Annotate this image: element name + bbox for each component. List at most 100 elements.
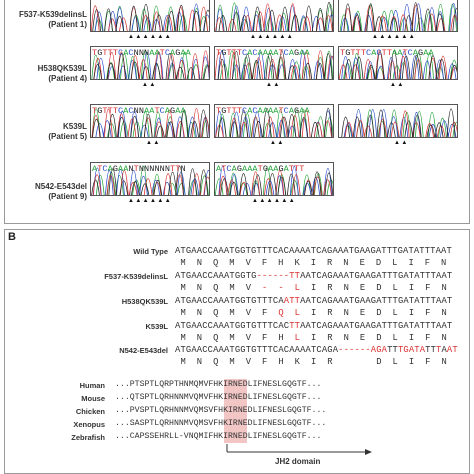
mutation-markers: ▲▲▲▲▲▲: [372, 34, 417, 40]
trace-line: [343, 109, 457, 137]
mutation-markers: ▲▲: [266, 82, 281, 88]
chromatogram-r4-c2: ATCAGAAATGAAGATTT: [214, 162, 334, 196]
trace-line: [341, 108, 456, 137]
mutation-markers: ▲▲▲▲▲▲: [252, 198, 297, 204]
trace-line: [339, 50, 457, 79]
trace-line: [91, 5, 208, 31]
trace-line: [91, 49, 209, 79]
domain-bracket: [226, 444, 372, 455]
chromatogram-r3-c2: TGTTTCACAAAATCAGAA: [214, 104, 334, 138]
mutation-markers: ▲▲: [142, 82, 157, 88]
species-human: Human: [79, 381, 105, 390]
species-sequence: ...PTSPTLQRPTHNMQMVFHKIRNEDLIFNESLGQGTF.…: [115, 380, 322, 389]
species-mouse: Mouse: [81, 394, 105, 403]
species-xenopus: Xenopus: [73, 420, 105, 429]
chromatogram-r2-c2: TGTTTCACAAAATCAGAA: [214, 46, 334, 80]
dna-sequence: ATGAACCAAATGGTGTTTCAATTAATCAGAAATGAAGATT…: [175, 296, 453, 306]
trace-line: [91, 108, 209, 137]
chromatogram-r1-c2: [214, 0, 334, 32]
trace-line: [217, 50, 333, 79]
trace-line: [218, 1, 333, 31]
amino-acid-sequence: M N Q M V - - L I R N E D L I F N: [180, 283, 447, 293]
trace-line: [93, 167, 209, 195]
trace-line: [215, 109, 332, 137]
trace-line: [344, 110, 457, 137]
trace-line: [218, 165, 333, 195]
trace-line: [215, 2, 333, 31]
mutation-markers: ▲▲: [394, 140, 409, 146]
mutation-markers: ▲▲: [146, 140, 161, 146]
trace-line: [93, 53, 209, 79]
chromatogram-r4-c1: ATCAGAANTNNNNNNTTN: [90, 162, 210, 196]
base-calls: TGTTTCACNNNAATCAGAA: [92, 48, 191, 58]
dna-sequence: ATGAACCAAATGGTGTTTCACAAAATCAGAAATGAAGATT…: [175, 246, 452, 256]
trace-line: [94, 3, 209, 31]
amino-acid-sequence: M N Q M V F Q L I R N E D L I F N: [180, 308, 447, 318]
row-label-mutation: H538QK539L: [37, 64, 87, 73]
panel-a: [4, 0, 470, 224]
trace-line: [220, 50, 333, 79]
mutation-markers: ▲▲: [270, 140, 285, 146]
base-calls: TGTTTCACAAAATCAGAA: [216, 106, 310, 116]
species-sequence: ...CAPSSEHRLL-VNQMIFHKIRNEDLIFNESLGQGTF.…: [115, 432, 322, 441]
alignment-label-h538: H538QK539L: [121, 297, 168, 306]
mutation-markers: ▲▲▲▲▲▲: [128, 34, 173, 40]
dna-sequence: ATGAACCAAATGGTGTTTCACTTAATCAGAAATGAAGATT…: [175, 321, 453, 331]
chromatogram-r1-c1: [90, 0, 210, 32]
trace-line: [217, 107, 333, 137]
base-calls: ATCAGAAATGAAGATTT: [216, 164, 305, 174]
species-sequence: ...PVSPTLQRHNNMVQMSVFHKIRNEDLIFNESLGQGTF…: [115, 406, 327, 415]
alignment-label-k539l: K539L: [145, 322, 168, 331]
trace-line: [93, 50, 209, 79]
trace-line: [91, 165, 208, 195]
mutation-markers: ▲▲▲▲▲▲: [128, 198, 173, 204]
base-calls: TGTTTCACAAAATCAGAA: [216, 48, 310, 58]
alignment-label-n542: N542-E543del: [119, 346, 168, 355]
trace-line: [218, 170, 332, 195]
trace-line: [217, 109, 333, 137]
trace-line: [340, 3, 457, 31]
trace-line: [343, 2, 457, 31]
species-sequence: ...SASPTLQRHNNMVQMSVFHKIRNEDLIFNESLGQGTF…: [115, 419, 327, 428]
row-label-patient-1: F537-K539delinsL (Patient 1): [1, 10, 87, 30]
row-label-patient: (Patient 1): [48, 20, 87, 29]
mutation-markers: ▲▲: [390, 82, 405, 88]
species-sequence: ...QTSPTLQRHNNMVQMVFHKIRNEDLIFNESLGQGTF.…: [115, 393, 322, 402]
trace-line: [215, 5, 333, 31]
alignment-label-wild-type: Wild Type: [133, 247, 168, 256]
row-label-patient: (Patient 5): [48, 132, 87, 141]
species-zebrafish: Zebrafish: [71, 433, 105, 442]
chromatogram-r3-c1: TGTTTCACNNAATCAGAA: [90, 104, 210, 138]
trace-line: [220, 171, 333, 195]
row-label-patient: (Patient 9): [48, 192, 87, 201]
dna-sequence: ATGAACCAAATGGTG------TTAATCAGAAATGAAGATT…: [175, 271, 453, 281]
trace-line: [341, 51, 457, 79]
trace-line: [95, 110, 209, 137]
row-label-mutation: N542-E543del: [34, 182, 87, 191]
chromatogram-r2-c3: TGTTTCACTTAATCAGAA: [338, 46, 458, 80]
row-label-patient-4: H538QK539L (Patient 4): [1, 64, 87, 84]
alignment-label-f537: F537-K539delinsL: [104, 272, 168, 281]
trace-line: [339, 4, 457, 31]
dna-sequence: ATGAACCAAATGGTGTTTCACAAAATCAGA------AGAT…: [175, 345, 458, 355]
chromatogram-r2-c1: TGTTTCACNNNAATCAGAA: [90, 46, 210, 80]
amino-acid-sequence: M N Q M V F H L I R N E D L I F N: [180, 333, 447, 343]
row-label-patient-5: K539L (Patient 5): [1, 122, 87, 142]
amino-acid-sequence: M N Q M V F H K I R D L I F N: [180, 357, 447, 367]
mutation-markers: ▲▲▲▲▲▲: [250, 34, 295, 40]
trace-line: [343, 52, 457, 79]
trace-line: [92, 109, 208, 137]
trace-line: [344, 50, 457, 79]
trace-line: [92, 170, 209, 195]
row-label-mutation: F537-K539delinsL: [18, 10, 87, 19]
trace-line: [215, 50, 333, 79]
panel-b-letter: B: [8, 231, 16, 243]
base-calls: ATCAGAANTNNNNNNTTN: [92, 164, 186, 174]
base-calls: TGTTTCACTTAATCAGAA: [340, 48, 434, 58]
row-label-patient-9: N542-E543del (Patient 9): [1, 182, 87, 202]
trace-line: [92, 4, 209, 31]
conserved-highlight: [224, 379, 247, 443]
row-label-mutation: K539L: [62, 122, 87, 131]
chromatogram-r3-c3: [338, 104, 458, 138]
species-chicken: Chicken: [75, 407, 105, 416]
